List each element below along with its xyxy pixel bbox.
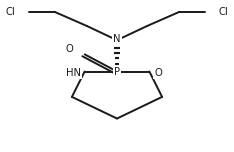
Text: Cl: Cl (219, 7, 228, 17)
Text: HN: HN (66, 68, 81, 78)
Text: P: P (114, 67, 120, 77)
Text: N: N (113, 34, 121, 44)
Text: O: O (65, 44, 73, 54)
Text: Cl: Cl (6, 7, 15, 17)
Text: O: O (154, 68, 162, 78)
